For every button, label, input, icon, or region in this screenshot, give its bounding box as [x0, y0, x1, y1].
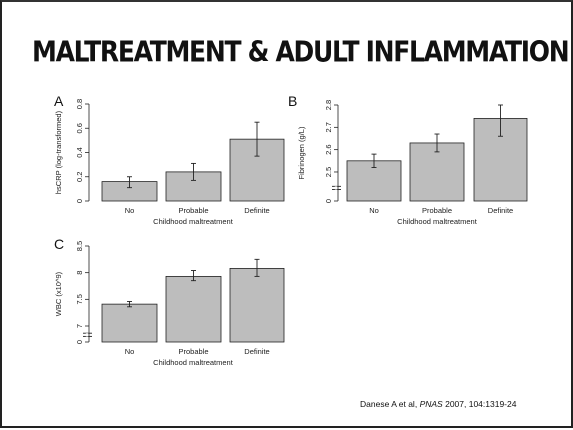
- panel-a-y-tick-label: 0.4: [75, 147, 84, 157]
- panel-c-label: C: [54, 236, 64, 252]
- panel-a-category-label: No: [125, 206, 135, 215]
- panel-b-category-label: No: [369, 206, 379, 215]
- panel-a-category-label: Probable: [178, 206, 208, 215]
- panel-b-label: B: [288, 93, 297, 109]
- citation-journal: PNAS: [419, 399, 443, 409]
- panel-a-category-label: Definite: [244, 206, 269, 215]
- panel-c-category-label: No: [125, 347, 135, 356]
- panel-b-y-tick-label: 2.6: [324, 144, 333, 154]
- panel-a-y-tick-label: 0: [75, 199, 84, 203]
- panel-c-bar: [229, 267, 285, 343]
- panel-c-y-tick-label: 8.5: [75, 241, 84, 251]
- panel-c-y-axis-title: WBC (x10^9): [54, 271, 63, 316]
- panel-b-y-tick-label: 2.7: [324, 122, 333, 132]
- panel-a-y-tick-label: 0.6: [75, 123, 84, 133]
- panel-c-bar: [101, 303, 158, 343]
- panel-c-category-label: Probable: [178, 347, 208, 356]
- panel-b-y-tick-label: 2.5: [324, 167, 333, 177]
- panel-b-y-tick-label: 2.8: [324, 100, 333, 110]
- panel-b-category-label: Definite: [488, 206, 513, 215]
- panel-a-y-tick-label: 0.8: [75, 99, 84, 109]
- slide-title: MALTREATMENT & ADULT INFLAMMATION: [32, 35, 570, 69]
- panel-b-category-label: Probable: [422, 206, 452, 215]
- panel-a-label: A: [54, 93, 64, 109]
- panel-b-bar: [409, 142, 465, 202]
- panel-b-y-tick-label: 0: [324, 199, 333, 203]
- panel-c-y-tick-label: 0: [75, 340, 84, 344]
- panel-b-x-axis-title: Childhood maltreatment: [397, 217, 478, 226]
- citation: Danese A et al, PNAS 2007, 104:1319-24: [360, 399, 516, 409]
- panel-c-y-tick-label: 7.5: [75, 294, 84, 304]
- panel-a-y-axis-title: hsCRP (log-transformed): [54, 110, 63, 194]
- panel-b-y-axis-title: Fibrinogen (g/L): [297, 126, 306, 179]
- panel-c-y-tick-label: 7: [75, 324, 84, 328]
- panel-a-y-tick-label: 0.2: [75, 172, 84, 182]
- panel-c-bar: [165, 275, 222, 343]
- panel-c-y-tick-label: 8: [75, 271, 84, 275]
- citation-details: 2007, 104:1319-24: [445, 399, 517, 409]
- panel-c-x-axis-title: Childhood maltreatment: [153, 358, 234, 367]
- citation-authors: Danese A et al,: [360, 399, 418, 409]
- panel-a-x-axis-title: Childhood maltreatment: [153, 217, 234, 226]
- panel-c-category-label: Definite: [244, 347, 269, 356]
